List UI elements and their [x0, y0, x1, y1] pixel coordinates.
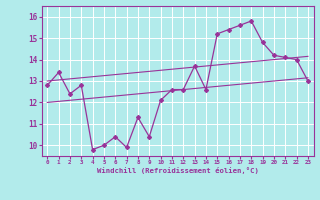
X-axis label: Windchill (Refroidissement éolien,°C): Windchill (Refroidissement éolien,°C)	[97, 167, 259, 174]
